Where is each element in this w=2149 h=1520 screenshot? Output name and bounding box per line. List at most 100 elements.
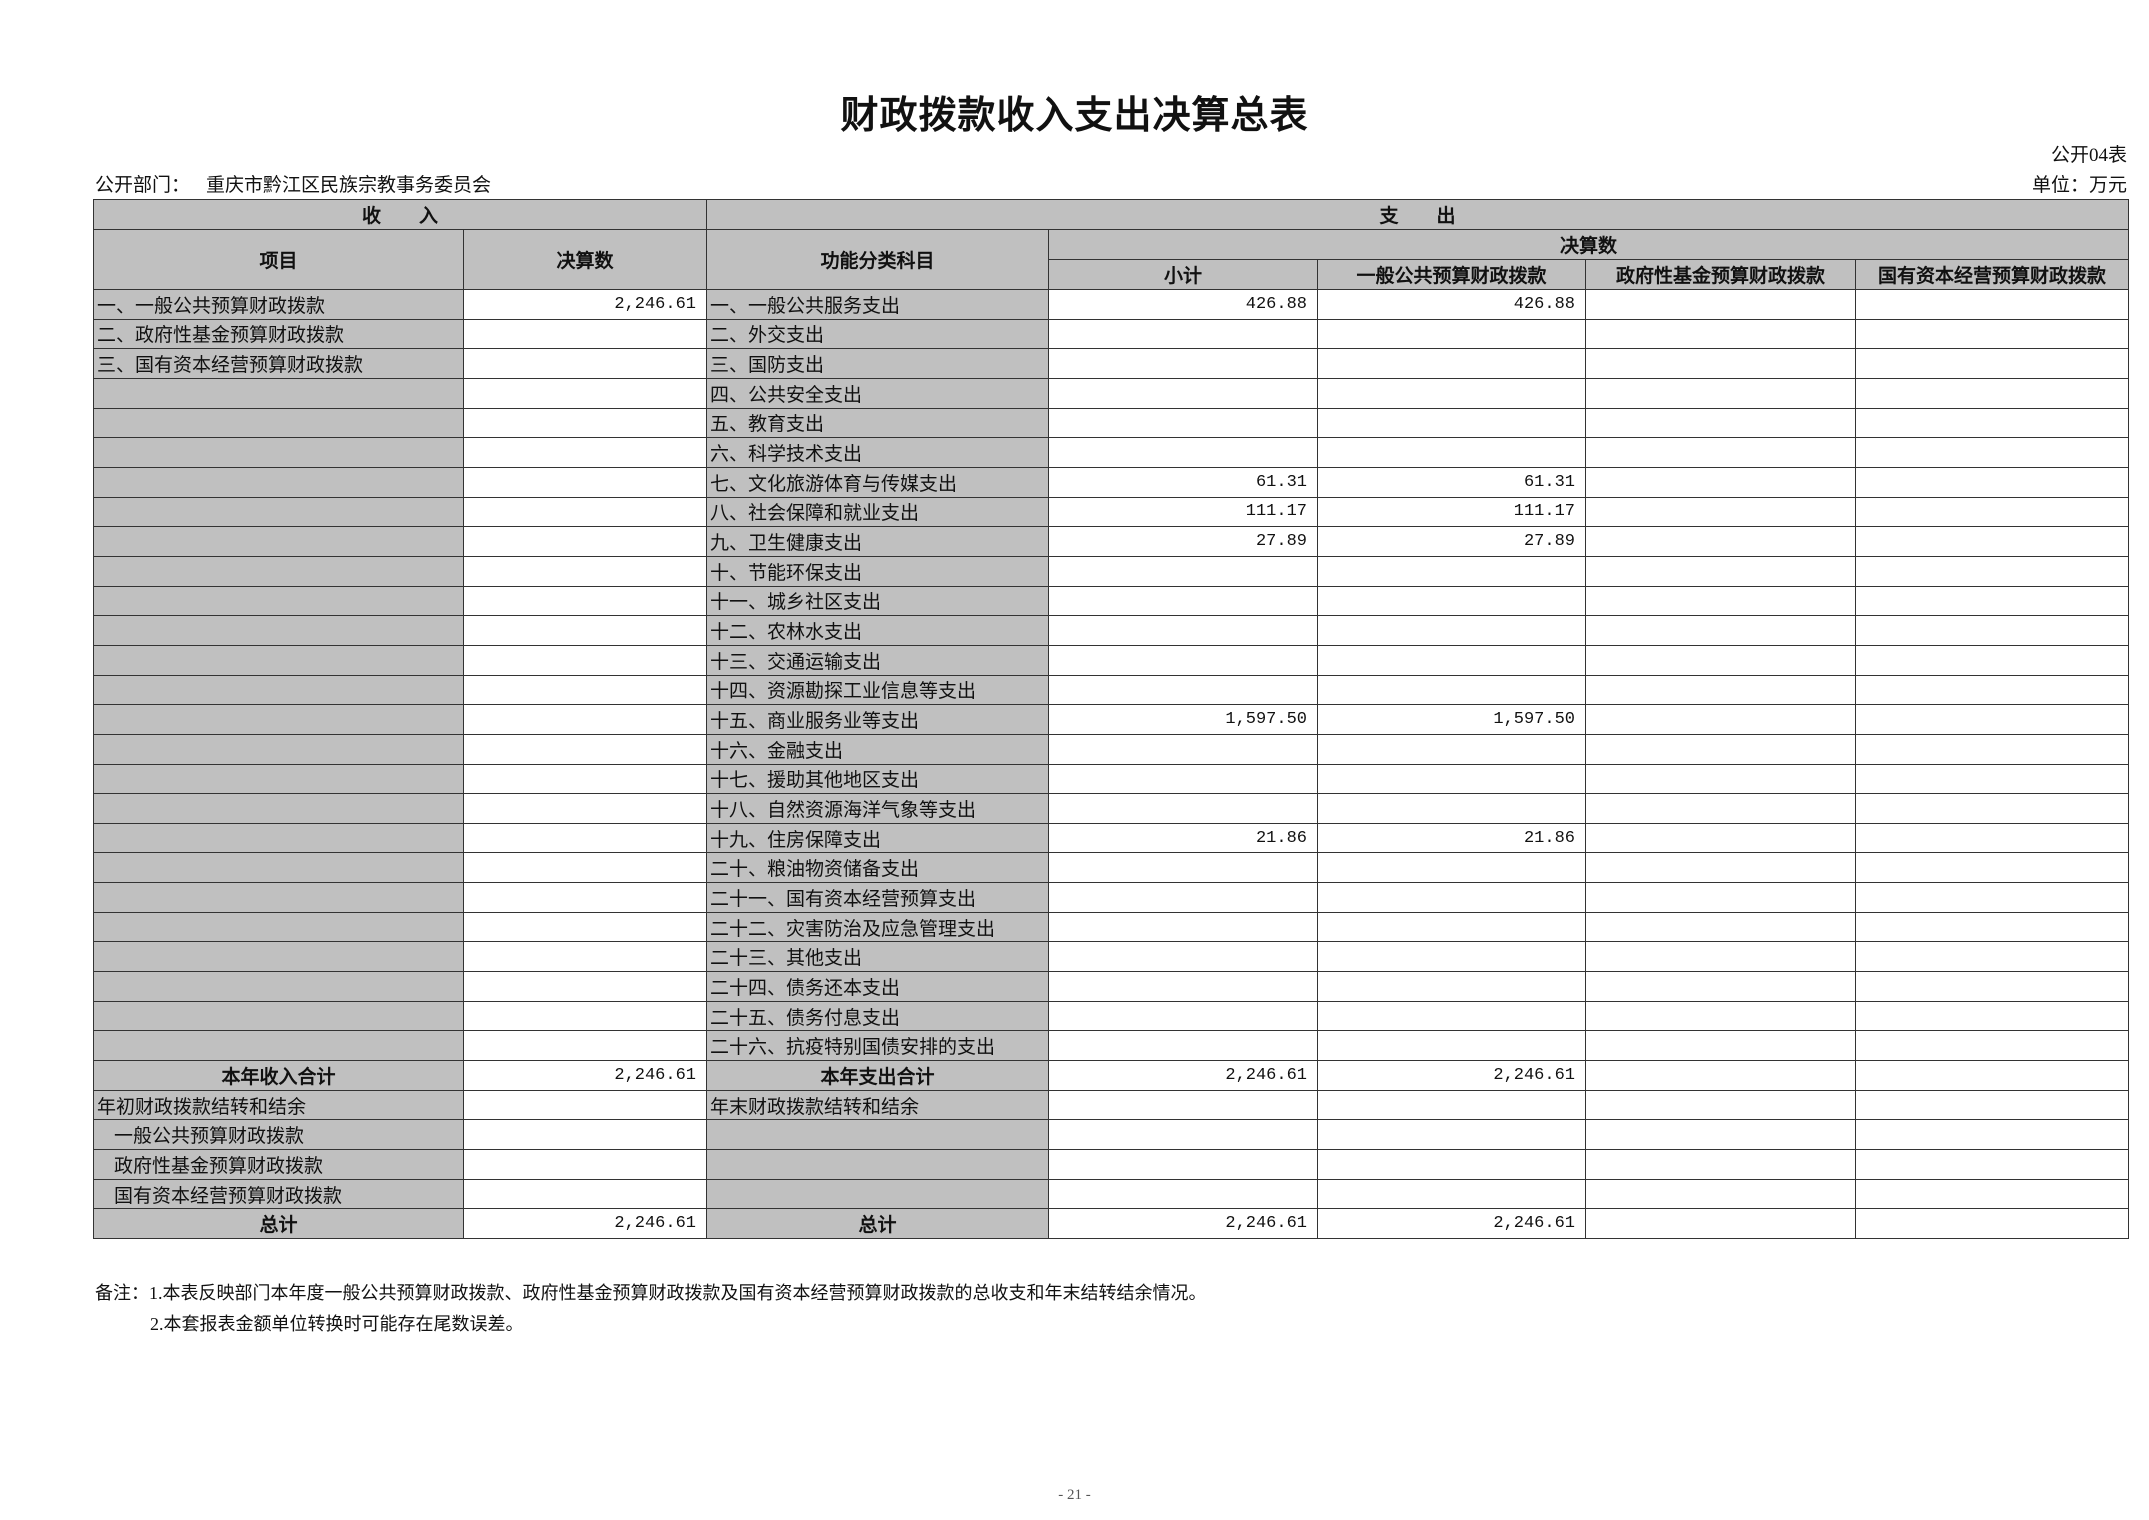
subtotal-cell: 2,246.61 <box>1048 1208 1318 1239</box>
state-capital-cell <box>1855 733 2129 765</box>
table-row: 八、社会保障和就业支出 111.17 111.17 <box>93 496 2129 528</box>
subtotal-cell: 2,246.61 <box>1048 1060 1318 1091</box>
income-amount-cell <box>463 585 707 617</box>
table-body: 一、一般公共预算财政拨款 2,246.61 一、一般公共服务支出 426.88 426.… <box>93 289 2129 1239</box>
subtotal-cell: 27.89 <box>1048 526 1318 557</box>
subtotal-cell: 61.31 <box>1048 466 1318 498</box>
expense-subject-cell: 十六、金融支出 <box>706 733 1049 765</box>
general-budget-cell: 2,246.61 <box>1317 1060 1586 1091</box>
subtotal-cell <box>1048 407 1318 439</box>
table-row: 国有资本经营预算财政拨款 <box>93 1178 2129 1210</box>
expense-subject-cell: 八、社会保障和就业支出 <box>706 496 1049 528</box>
subtotal-cell <box>1048 674 1318 706</box>
state-capital-cell <box>1855 1000 2129 1032</box>
income-item-cell: 二、政府性基金预算财政拨款 <box>93 318 464 350</box>
expense-subject-cell: 四、公共安全支出 <box>706 377 1049 409</box>
income-item-cell: 年初财政拨款结转和结余 <box>93 1089 464 1121</box>
table-row: 四、公共安全支出 <box>93 377 2129 409</box>
page-title: 财政拨款收入支出决算总表 <box>840 95 1309 137</box>
gov-fund-cell <box>1585 1178 1856 1210</box>
form-number: 公开04表 <box>2050 145 2127 166</box>
state-capital-cell <box>1855 526 2129 557</box>
general-budget-cell <box>1317 852 1586 884</box>
gov-fund-cell <box>1585 971 1856 1002</box>
income-amount-cell <box>463 644 707 676</box>
department-line: 公开部门： 重庆市黔江区民族宗教事务委员会 <box>95 170 507 197</box>
expense-subject-cell: 十二、农林水支出 <box>706 615 1049 646</box>
state-capital-cell <box>1855 763 2129 795</box>
income-item-cell: 一、一般公共预算财政拨款 <box>93 289 464 320</box>
subtotal-cell: 1,597.50 <box>1048 704 1318 735</box>
table-row: 二十四、债务还本支出 <box>93 971 2129 1002</box>
income-item-cell <box>93 911 464 943</box>
expense-subject-cell <box>706 1178 1049 1210</box>
expense-subject-cell: 七、文化旅游体育与传媒支出 <box>706 466 1049 498</box>
state-capital-cell <box>1855 437 2129 468</box>
amount-header: 决算数 <box>463 229 707 290</box>
income-amount-cell <box>463 733 707 765</box>
expense-subject-cell: 十七、援助其他地区支出 <box>706 763 1049 795</box>
subtotal-cell <box>1048 911 1318 943</box>
general-budget-cell: 61.31 <box>1317 466 1586 498</box>
income-item-cell <box>93 793 464 824</box>
department-label: 公开部门： <box>95 175 191 196</box>
income-amount-cell <box>463 377 707 409</box>
expense-subject-cell: 十五、商业服务业等支出 <box>706 704 1049 735</box>
gov-fund-cell <box>1585 318 1856 350</box>
table-row: 五、教育支出 <box>93 407 2129 439</box>
expense-subject-cell: 本年支出合计 <box>706 1060 1049 1091</box>
income-amount-cell: 2,246.61 <box>463 1060 707 1091</box>
table-row: 一般公共预算财政拨款 <box>93 1119 2129 1151</box>
general-budget-cell <box>1317 1000 1586 1032</box>
state-capital-cell <box>1855 793 2129 824</box>
gov-fund-cell <box>1585 704 1856 735</box>
income-header: 收 入 <box>93 199 707 230</box>
income-amount-cell <box>463 407 707 439</box>
income-item-cell: 国有资本经营预算财政拨款 <box>93 1178 464 1210</box>
table-row: 十九、住房保障支出 21.86 21.86 <box>93 822 2129 854</box>
subtotal-cell <box>1048 1000 1318 1032</box>
table-row: 七、文化旅游体育与传媒支出 61.31 61.31 <box>93 466 2129 498</box>
subtotal-cell <box>1048 644 1318 676</box>
income-item-cell <box>93 674 464 706</box>
income-item-cell: 一般公共预算财政拨款 <box>93 1119 464 1151</box>
income-item-cell <box>93 882 464 913</box>
general-budget-cell <box>1317 644 1586 676</box>
subtotal-cell <box>1048 318 1318 350</box>
gov-fund-cell <box>1585 1060 1856 1091</box>
income-item-cell <box>93 822 464 854</box>
income-amount-cell <box>463 941 707 973</box>
expense-subject-cell: 五、教育支出 <box>706 407 1049 439</box>
gov-fund-cell <box>1585 911 1856 943</box>
gov-fund-cell <box>1585 407 1856 439</box>
expense-subject-cell: 十八、自然资源海洋气象等支出 <box>706 793 1049 824</box>
general-budget-cell <box>1317 348 1586 379</box>
general-budget-cell <box>1317 911 1586 943</box>
income-amount-cell <box>463 1089 707 1121</box>
income-amount-cell <box>463 348 707 379</box>
state-capital-cell <box>1855 911 2129 943</box>
income-item-cell <box>93 763 464 795</box>
income-amount-cell <box>463 763 707 795</box>
general-budget-cell: 21.86 <box>1317 822 1586 854</box>
note-2: 2.本套报表金额单位转换时可能存在尾数误差。 <box>150 1314 524 1334</box>
table-row: 十四、资源勘探工业信息等支出 <box>93 674 2129 706</box>
income-amount-cell <box>463 466 707 498</box>
general-budget-cell <box>1317 615 1586 646</box>
gov-fund-cell <box>1585 585 1856 617</box>
function-subject-header: 功能分类科目 <box>706 229 1049 290</box>
general-budget-cell <box>1317 407 1586 439</box>
expense-subject-cell: 一、一般公共服务支出 <box>706 289 1049 320</box>
department-name: 重庆市黔江区民族宗教事务委员会 <box>206 175 492 196</box>
general-budget-cell <box>1317 793 1586 824</box>
income-item-cell <box>93 733 464 765</box>
subtotal-cell <box>1048 555 1318 587</box>
gov-fund-cell <box>1585 289 1856 320</box>
income-amount-cell <box>463 437 707 468</box>
subtotal-cell <box>1048 763 1318 795</box>
subtotal-cell <box>1048 585 1318 617</box>
general-budget-cell: 2,246.61 <box>1317 1208 1586 1239</box>
table-row: 一、一般公共预算财政拨款 2,246.61 一、一般公共服务支出 426.88 426.… <box>93 289 2129 320</box>
table-row: 六、科学技术支出 <box>93 437 2129 468</box>
expense-subject-cell: 二十四、债务还本支出 <box>706 971 1049 1002</box>
